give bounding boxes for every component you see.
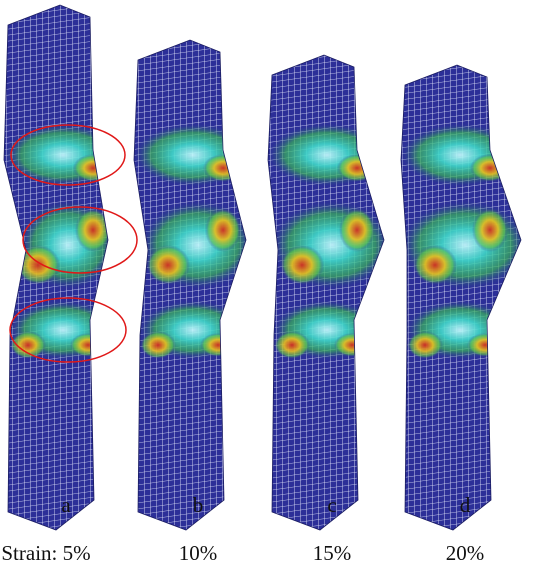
- stress-region: [70, 333, 106, 357]
- stress-region: [203, 154, 243, 182]
- stress-region: [339, 208, 375, 252]
- stress-region: [472, 208, 508, 252]
- stress-region: [407, 331, 443, 359]
- strain-label: Strain: 5%: [1, 541, 90, 565]
- stress-region: [133, 123, 253, 187]
- stress-region: [267, 123, 387, 187]
- page: aStrain: 5%b10%c15%d20% (() => { const d…: [0, 0, 553, 565]
- stress-region: [146, 245, 190, 285]
- stress-region: [200, 333, 236, 357]
- stress-region: [337, 154, 377, 182]
- stress-region: [467, 333, 503, 357]
- stress-region: [205, 208, 241, 252]
- stress-region: [274, 331, 310, 359]
- panel-label: c: [327, 493, 336, 517]
- strain-label: 10%: [179, 541, 218, 565]
- strain-label: 20%: [446, 541, 485, 565]
- panel-label: d: [460, 493, 471, 517]
- stress-region: [140, 331, 176, 359]
- stress-region: [73, 154, 113, 182]
- stress-region: [413, 245, 457, 285]
- stress-region: [10, 331, 46, 359]
- panel-label: a: [61, 493, 71, 517]
- figure: a Strain: 5% b 10% c 15% d 20%: [0, 0, 553, 565]
- fe-column: [3, 5, 123, 530]
- stress-region: [470, 154, 510, 182]
- panel-label: b: [193, 493, 204, 517]
- stress-region: [16, 245, 60, 285]
- strain-label: 15%: [313, 541, 352, 565]
- stress-region: [280, 245, 324, 285]
- fe-column: [267, 55, 394, 530]
- fe-column: [133, 40, 256, 530]
- stress-region: [334, 333, 370, 357]
- stress-region: [400, 123, 520, 187]
- stress-region: [75, 208, 111, 252]
- fe-column: [399, 65, 531, 530]
